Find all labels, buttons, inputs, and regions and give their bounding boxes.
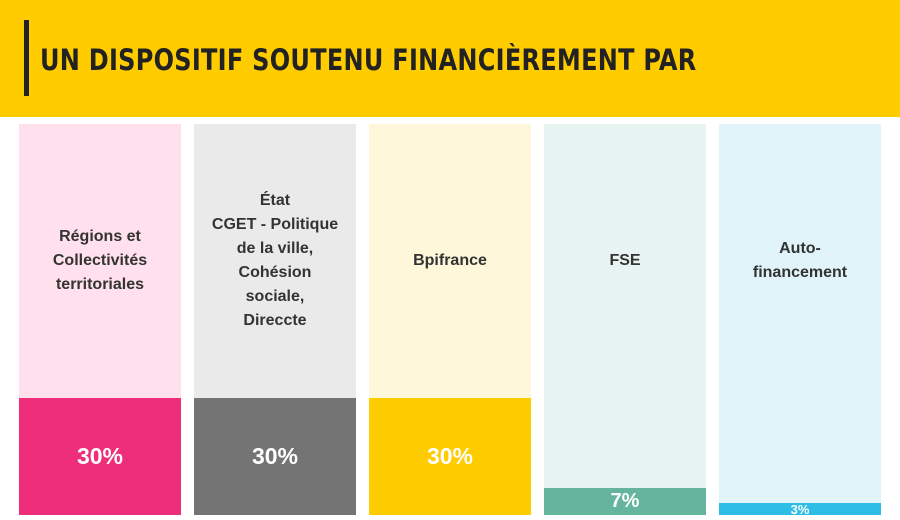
category-label: Bpifrance <box>413 251 487 269</box>
bar <box>194 398 356 515</box>
header-banner: UN DISPOSITIF SOUTENU FINANCIÈREMENT PAR <box>0 0 900 117</box>
page-title: UN DISPOSITIF SOUTENU FINANCIÈREMENT PAR <box>40 43 697 77</box>
header-accent-bar <box>24 20 29 96</box>
data-label: 30% <box>426 443 474 469</box>
category-label: FSE <box>609 251 641 269</box>
column-background <box>544 124 706 515</box>
category-label: État CGET - Politique de la ville, Cohés… <box>211 191 339 329</box>
data-label: 30% <box>76 443 124 469</box>
data-label: 7% <box>610 490 640 512</box>
bar <box>19 398 181 515</box>
category-label: Régions et Collectivités territoriales <box>52 227 148 293</box>
category-label: Auto- financement <box>752 239 848 281</box>
data-label: 30% <box>251 443 299 469</box>
bar <box>719 503 881 515</box>
bar <box>544 488 706 515</box>
column-background <box>719 124 881 515</box>
bar <box>369 398 531 515</box>
data-label: 3% <box>790 501 810 517</box>
